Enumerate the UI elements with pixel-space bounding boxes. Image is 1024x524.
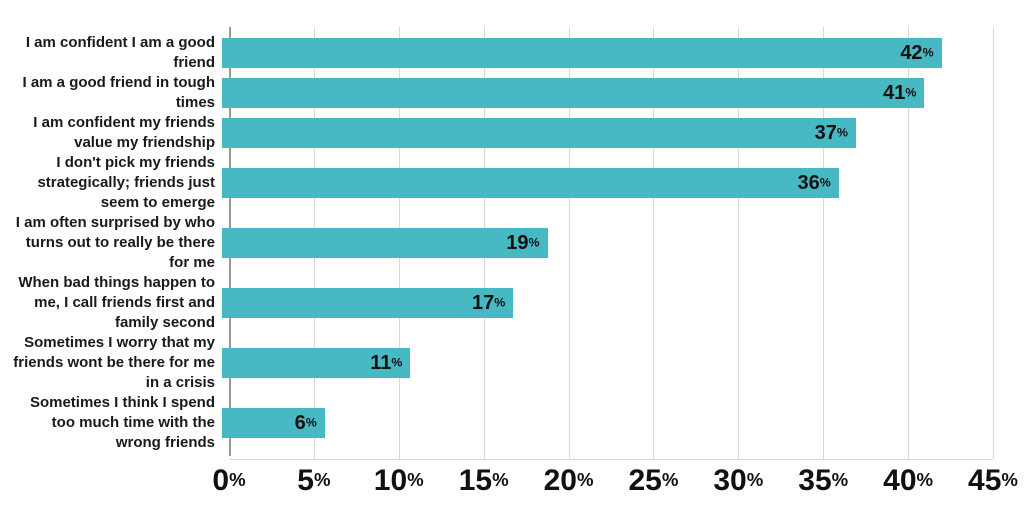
x-tick-label: 40% [883,464,934,497]
category-label: When bad things happen to me, I call fri… [18,274,215,331]
gridline [738,27,740,459]
percent-sign: % [905,84,917,99]
bar-value-label: 11% [370,351,403,374]
gridline [908,27,910,459]
bar-value-label: 19% [506,231,540,254]
percent-sign: % [916,468,934,490]
bar-row: I am confident I am a good friend 42% [0,33,993,73]
percent-sign: % [305,414,317,429]
bar: 42% [222,38,942,68]
percent-sign: % [576,468,594,490]
bar-rows: I am confident I am a good friend 42% I am… [0,33,993,451]
x-axis: 0% 5% 10% 15% 20% 25% 30% 35% 40% 45% [212,464,1018,510]
bar-row: I am often surprised by who turns out to… [0,213,993,273]
bar-value-label: 37% [814,121,848,144]
bar-value-label: 6% [294,411,317,434]
category-label: Sometimes I think I spend too much time … [29,394,215,451]
gridline [568,27,570,459]
gridline [993,27,994,459]
bar-row: I am confident my friends value my frien… [0,113,993,153]
bar-value-label: 17% [471,291,506,314]
percent-sign: % [494,294,506,309]
x-tick-label: 45% [968,464,1018,497]
bar: 19% [222,228,548,258]
bar: 6% [222,408,325,438]
x-tick-label: 25% [628,464,679,497]
percent-sign: % [922,44,934,59]
bar: 37% [222,118,856,148]
bar: 41% [222,78,925,108]
x-tick-label: 20% [543,464,594,497]
bar-track: 17% [222,273,993,333]
gridline [653,27,655,459]
category-label: Sometimes I worry that my friends wont b… [13,334,215,391]
x-tick-label: 10% [373,464,424,497]
percent-sign: % [819,174,831,189]
percent-sign: % [661,468,679,490]
percent-sign: % [313,468,331,490]
category-label: I am a good friend in tough times [22,74,216,111]
bar-track: 42% [222,33,993,73]
x-tick-label: 35% [798,464,849,497]
bar-track: 41% [222,73,993,113]
percent-sign: % [746,468,764,490]
bar: 11% [222,348,411,378]
x-tick-label: 30% [713,464,764,497]
percent-sign: % [831,468,849,490]
bar-value-label: 36% [797,171,831,194]
percent-sign: % [391,354,403,369]
x-tick-label: 15% [458,464,509,497]
percent-sign: % [528,234,540,249]
bar-track: 36% [222,153,993,213]
bar-track: 6% [222,393,993,453]
bar: 36% [222,168,839,198]
gridline [823,27,825,459]
bar-value-label: 41% [883,81,917,104]
percent-sign: % [492,468,509,490]
bar-track: 19% [222,213,993,273]
bar-row: I am a good friend in tough times 41% [0,73,993,113]
bar-row: Sometimes I worry that my friends wont b… [0,333,993,393]
bar-track: 11% [222,333,993,393]
x-tick-label: 0% [212,464,246,497]
bar-row: I don't pick my friends strategically; f… [0,153,993,213]
category-label: I don't pick my friends strategically; f… [37,154,215,211]
bar: 17% [222,288,514,318]
category-label: I am often surprised by who turns out to… [15,214,215,271]
category-label: I am confident my friends value my frien… [33,114,215,151]
percent-sign: % [229,468,246,490]
bar-value-label: 42% [900,41,934,64]
percent-sign: % [1001,468,1018,490]
percent-sign: % [407,468,424,490]
bar-track: 37% [222,113,993,153]
bar-row: Sometimes I think I spend too much time … [0,393,993,453]
category-label: I am confident I am a good friend [25,34,215,71]
percent-sign: % [836,124,848,139]
bar-row: When bad things happen to me, I call fri… [0,273,993,333]
x-tick-label: 5% [297,464,331,497]
